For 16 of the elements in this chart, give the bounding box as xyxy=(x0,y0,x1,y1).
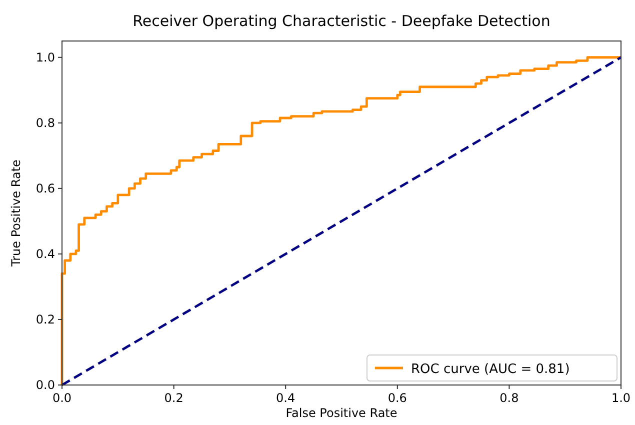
y-axis-title: True Positive Rate xyxy=(9,160,23,268)
x-tick-label: 0.4 xyxy=(276,391,296,405)
y-tick-label: 0.2 xyxy=(36,312,55,326)
y-tick-label: 0.4 xyxy=(36,246,55,261)
y-tick-label: 0.8 xyxy=(36,116,55,130)
x-tick-label: 0.2 xyxy=(164,391,184,405)
y-tick-label: 1.0 xyxy=(36,50,55,64)
y-tick-label: 0.6 xyxy=(36,181,55,196)
x-tick-label: 1.0 xyxy=(611,391,631,405)
x-axis-title: False Positive Rate xyxy=(286,406,398,420)
y-tick-label: 0.0 xyxy=(36,378,55,392)
legend-label: ROC curve (AUC = 0.81) xyxy=(411,362,570,377)
x-tick-label: 0.6 xyxy=(388,391,407,405)
x-tick-label: 0.8 xyxy=(500,391,519,405)
x-tick-label: 0.0 xyxy=(52,391,72,405)
chart-title: Receiver Operating Characteristic - Deepfake Detection xyxy=(132,12,550,30)
